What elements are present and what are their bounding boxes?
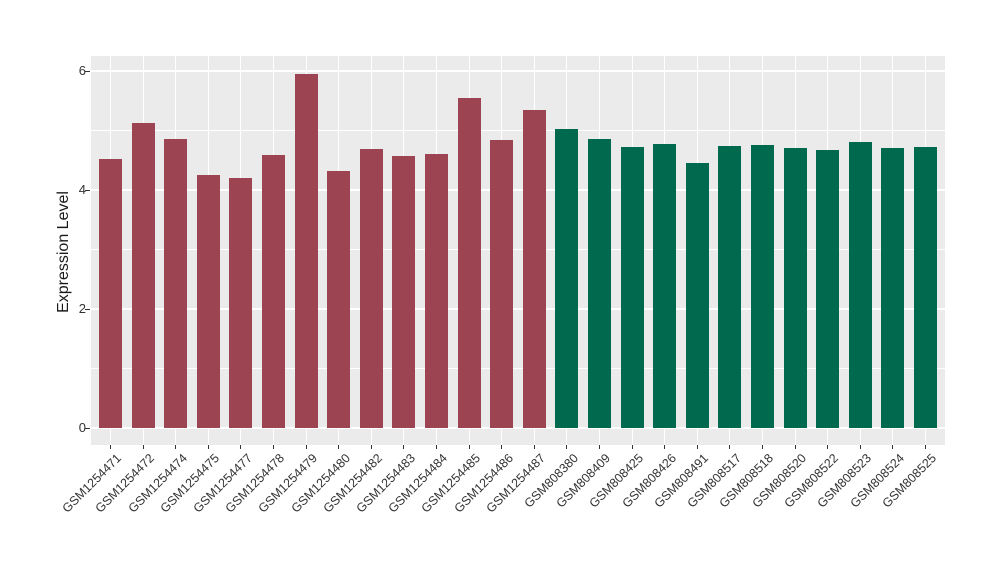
x-tick: [761, 445, 763, 449]
x-tick: [273, 445, 275, 449]
gridline-major: [91, 308, 945, 310]
x-tick: [403, 445, 405, 449]
bar: [425, 154, 448, 428]
bar: [392, 156, 416, 428]
bar: [555, 128, 579, 428]
gridline-major: [91, 427, 945, 429]
x-tick: [859, 445, 861, 449]
bar: [587, 138, 611, 428]
x-tick: [370, 445, 372, 449]
y-tick: [85, 308, 90, 310]
x-tick: [924, 445, 926, 449]
plot-panel: [91, 56, 945, 445]
bar: [620, 147, 644, 428]
x-tick: [436, 445, 437, 449]
bar: [457, 98, 481, 428]
y-tick: [85, 70, 90, 72]
y-axis-tick-label: 6: [78, 63, 86, 78]
bar: [99, 159, 123, 428]
gridline-major: [91, 70, 945, 72]
gridline-minor: [91, 130, 945, 131]
bar: [913, 146, 937, 428]
gridline-minor: [91, 249, 945, 250]
bar: [359, 148, 383, 428]
gridline-major: [91, 189, 945, 191]
x-tick: [338, 445, 340, 449]
bar: [262, 155, 286, 428]
x-tick: [501, 445, 503, 449]
bar: [522, 110, 546, 428]
x-tick: [468, 445, 470, 449]
bar: [718, 145, 742, 428]
bar: [164, 138, 188, 428]
y-tick: [85, 427, 90, 429]
x-tick: [892, 445, 894, 449]
x-tick: [664, 445, 666, 449]
bar: [327, 170, 351, 428]
bar: [229, 178, 253, 428]
gridline-minor: [91, 368, 945, 369]
bar: [750, 144, 774, 428]
bar: [783, 148, 807, 428]
y-axis-tick-label: 2: [78, 301, 86, 316]
bar: [816, 149, 840, 428]
x-tick: [729, 445, 731, 449]
x-tick: [207, 445, 209, 449]
x-tick: [240, 445, 242, 449]
bar: [685, 162, 709, 428]
x-tick: [566, 445, 568, 449]
x-tick: [175, 445, 177, 449]
x-tick: [598, 445, 600, 449]
x-tick: [142, 445, 144, 449]
x-tick: [533, 445, 535, 449]
x-tick: [794, 445, 796, 449]
y-axis-title: Expression Level: [55, 191, 72, 313]
x-tick: [631, 445, 633, 449]
y-tick: [85, 189, 90, 191]
x-tick: [110, 445, 112, 449]
y-axis-tick-label: 0: [78, 420, 86, 435]
y-axis-tick-label: 4: [78, 182, 86, 197]
x-tick: [696, 445, 698, 449]
bar: [131, 122, 155, 428]
bar: [490, 140, 514, 428]
x-tick: [827, 445, 829, 449]
bar: [881, 147, 905, 428]
x-tick: [305, 445, 307, 449]
bar: [196, 174, 220, 428]
bar: [653, 144, 677, 428]
bar: [294, 73, 318, 428]
bar: [848, 142, 872, 428]
